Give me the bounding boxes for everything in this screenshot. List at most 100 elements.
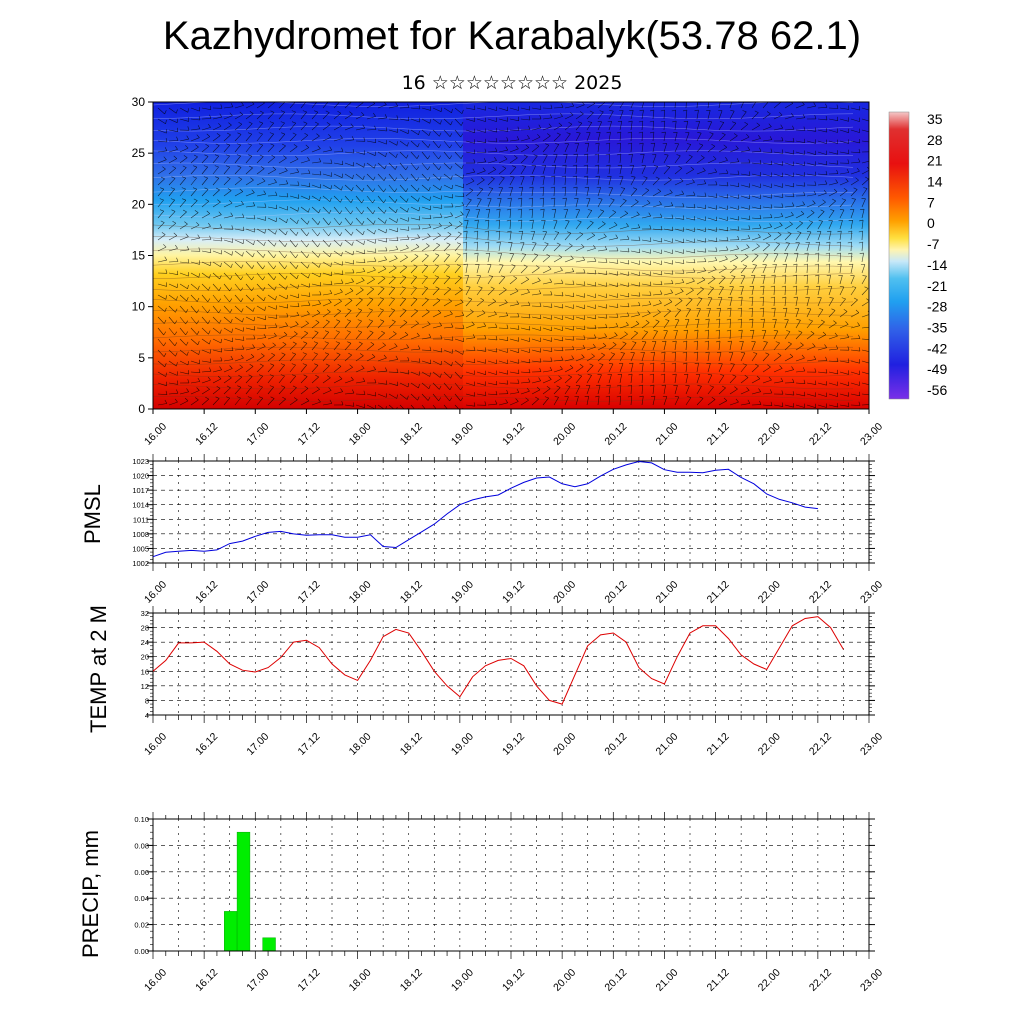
wind-barb [465,180,475,186]
y-tick-label: 20 [132,197,146,211]
wind-barb [245,386,252,395]
wind-barb-flag [319,291,322,295]
wind-barb [201,327,209,335]
wind-barb-flag [825,263,830,266]
wind-barb [564,220,570,230]
wind-barb-flag [214,154,219,157]
wind-barb [784,356,794,362]
wind-barb [333,206,341,215]
wind-barb [729,276,736,285]
wind-barb-flag [495,323,498,328]
wind-barb [641,215,651,219]
wind-barb-flag [612,209,617,213]
wind-barb [751,275,756,285]
wind-barb [509,176,515,186]
wind-barb-flag [396,141,398,146]
wind-barb-flag [219,113,223,118]
wind-barb [762,173,772,177]
wind-barb [157,210,165,219]
wind-barb [663,167,671,175]
wind-barb [520,279,529,285]
wind-barb [333,173,343,178]
wind-barb [388,346,398,351]
wind-barb [366,140,376,143]
wind-barb-flag [436,297,441,301]
wind-barb [509,157,518,164]
wind-barb [432,393,439,402]
wind-barb [465,209,470,219]
wind-barb [575,132,581,142]
wind-barb-flag [373,112,376,117]
wind-barb [179,236,189,241]
wind-barb [542,397,549,406]
wind-barb [168,129,178,132]
wind-barb-flag [649,362,654,365]
wind-barb-flag [628,153,633,156]
wind-barb-flag [591,353,595,357]
wind-barb [300,111,307,120]
wind-barb [564,294,574,297]
wind-barb [773,114,783,120]
wind-barb-flag [690,287,694,291]
wind-barb-flag [251,102,255,105]
wind-barb [762,126,772,131]
wind-barb [322,217,329,226]
wind-barb [498,264,504,274]
wind-barb [729,148,739,153]
wind-barb [564,198,567,208]
wind-barb [322,311,331,318]
wind-barb-flag [275,230,277,235]
wind-barb-flag [779,111,783,116]
wind-barb-flag [208,286,211,291]
wind-barb-flag [439,176,442,181]
wind-barb [377,184,384,193]
wind-barb-flag [834,332,838,337]
wind-barb [300,294,310,297]
wind-barb-flag [653,330,658,332]
wind-barb-flag [324,330,329,333]
wind-barb [531,280,541,285]
wind-barb [344,151,354,154]
wind-barb-flag [781,274,786,277]
wind-barb [355,228,363,236]
wind-barb-flag [363,137,366,142]
wind-barb-flag [170,187,175,190]
wind-barb [784,184,794,188]
wind-barb [179,305,187,313]
wind-barb [773,216,783,219]
wind-barb [619,176,624,186]
wind-barb-flag [495,335,498,340]
wind-barb-flag [694,99,698,100]
wind-barb-flag [763,341,768,343]
wind-barb-flag [500,176,505,179]
wind-barb-flag [248,154,253,157]
wind-barb [542,176,545,186]
wind-barb-flag [870,391,871,395]
wind-barb-flag [682,351,687,354]
wind-barb-flag [721,275,726,278]
wind-barb-flag [554,231,559,233]
wind-barb-flag [770,285,775,288]
wind-barb [641,189,650,197]
wind-barb [564,133,571,142]
wind-barb [190,128,200,131]
wind-barb [465,404,475,407]
wind-barb-flag [165,295,167,300]
wind-barb [531,136,541,142]
wind-barb [410,393,418,401]
wind-barb [245,239,254,246]
wind-barb-flag [437,309,442,314]
wind-barb-flag [308,301,311,306]
wind-barb [212,349,222,353]
wind-barb-flag [759,296,764,299]
wind-barb-flag [437,232,441,236]
wind-barb [311,365,319,373]
wind-barb [300,388,309,395]
wind-barb-flag [226,132,231,136]
wind-barb [333,282,344,285]
wind-barb [597,143,600,153]
wind-barb [168,248,178,252]
wind-barb [641,322,650,329]
wind-barb [399,173,406,182]
wind-barb [289,387,297,395]
